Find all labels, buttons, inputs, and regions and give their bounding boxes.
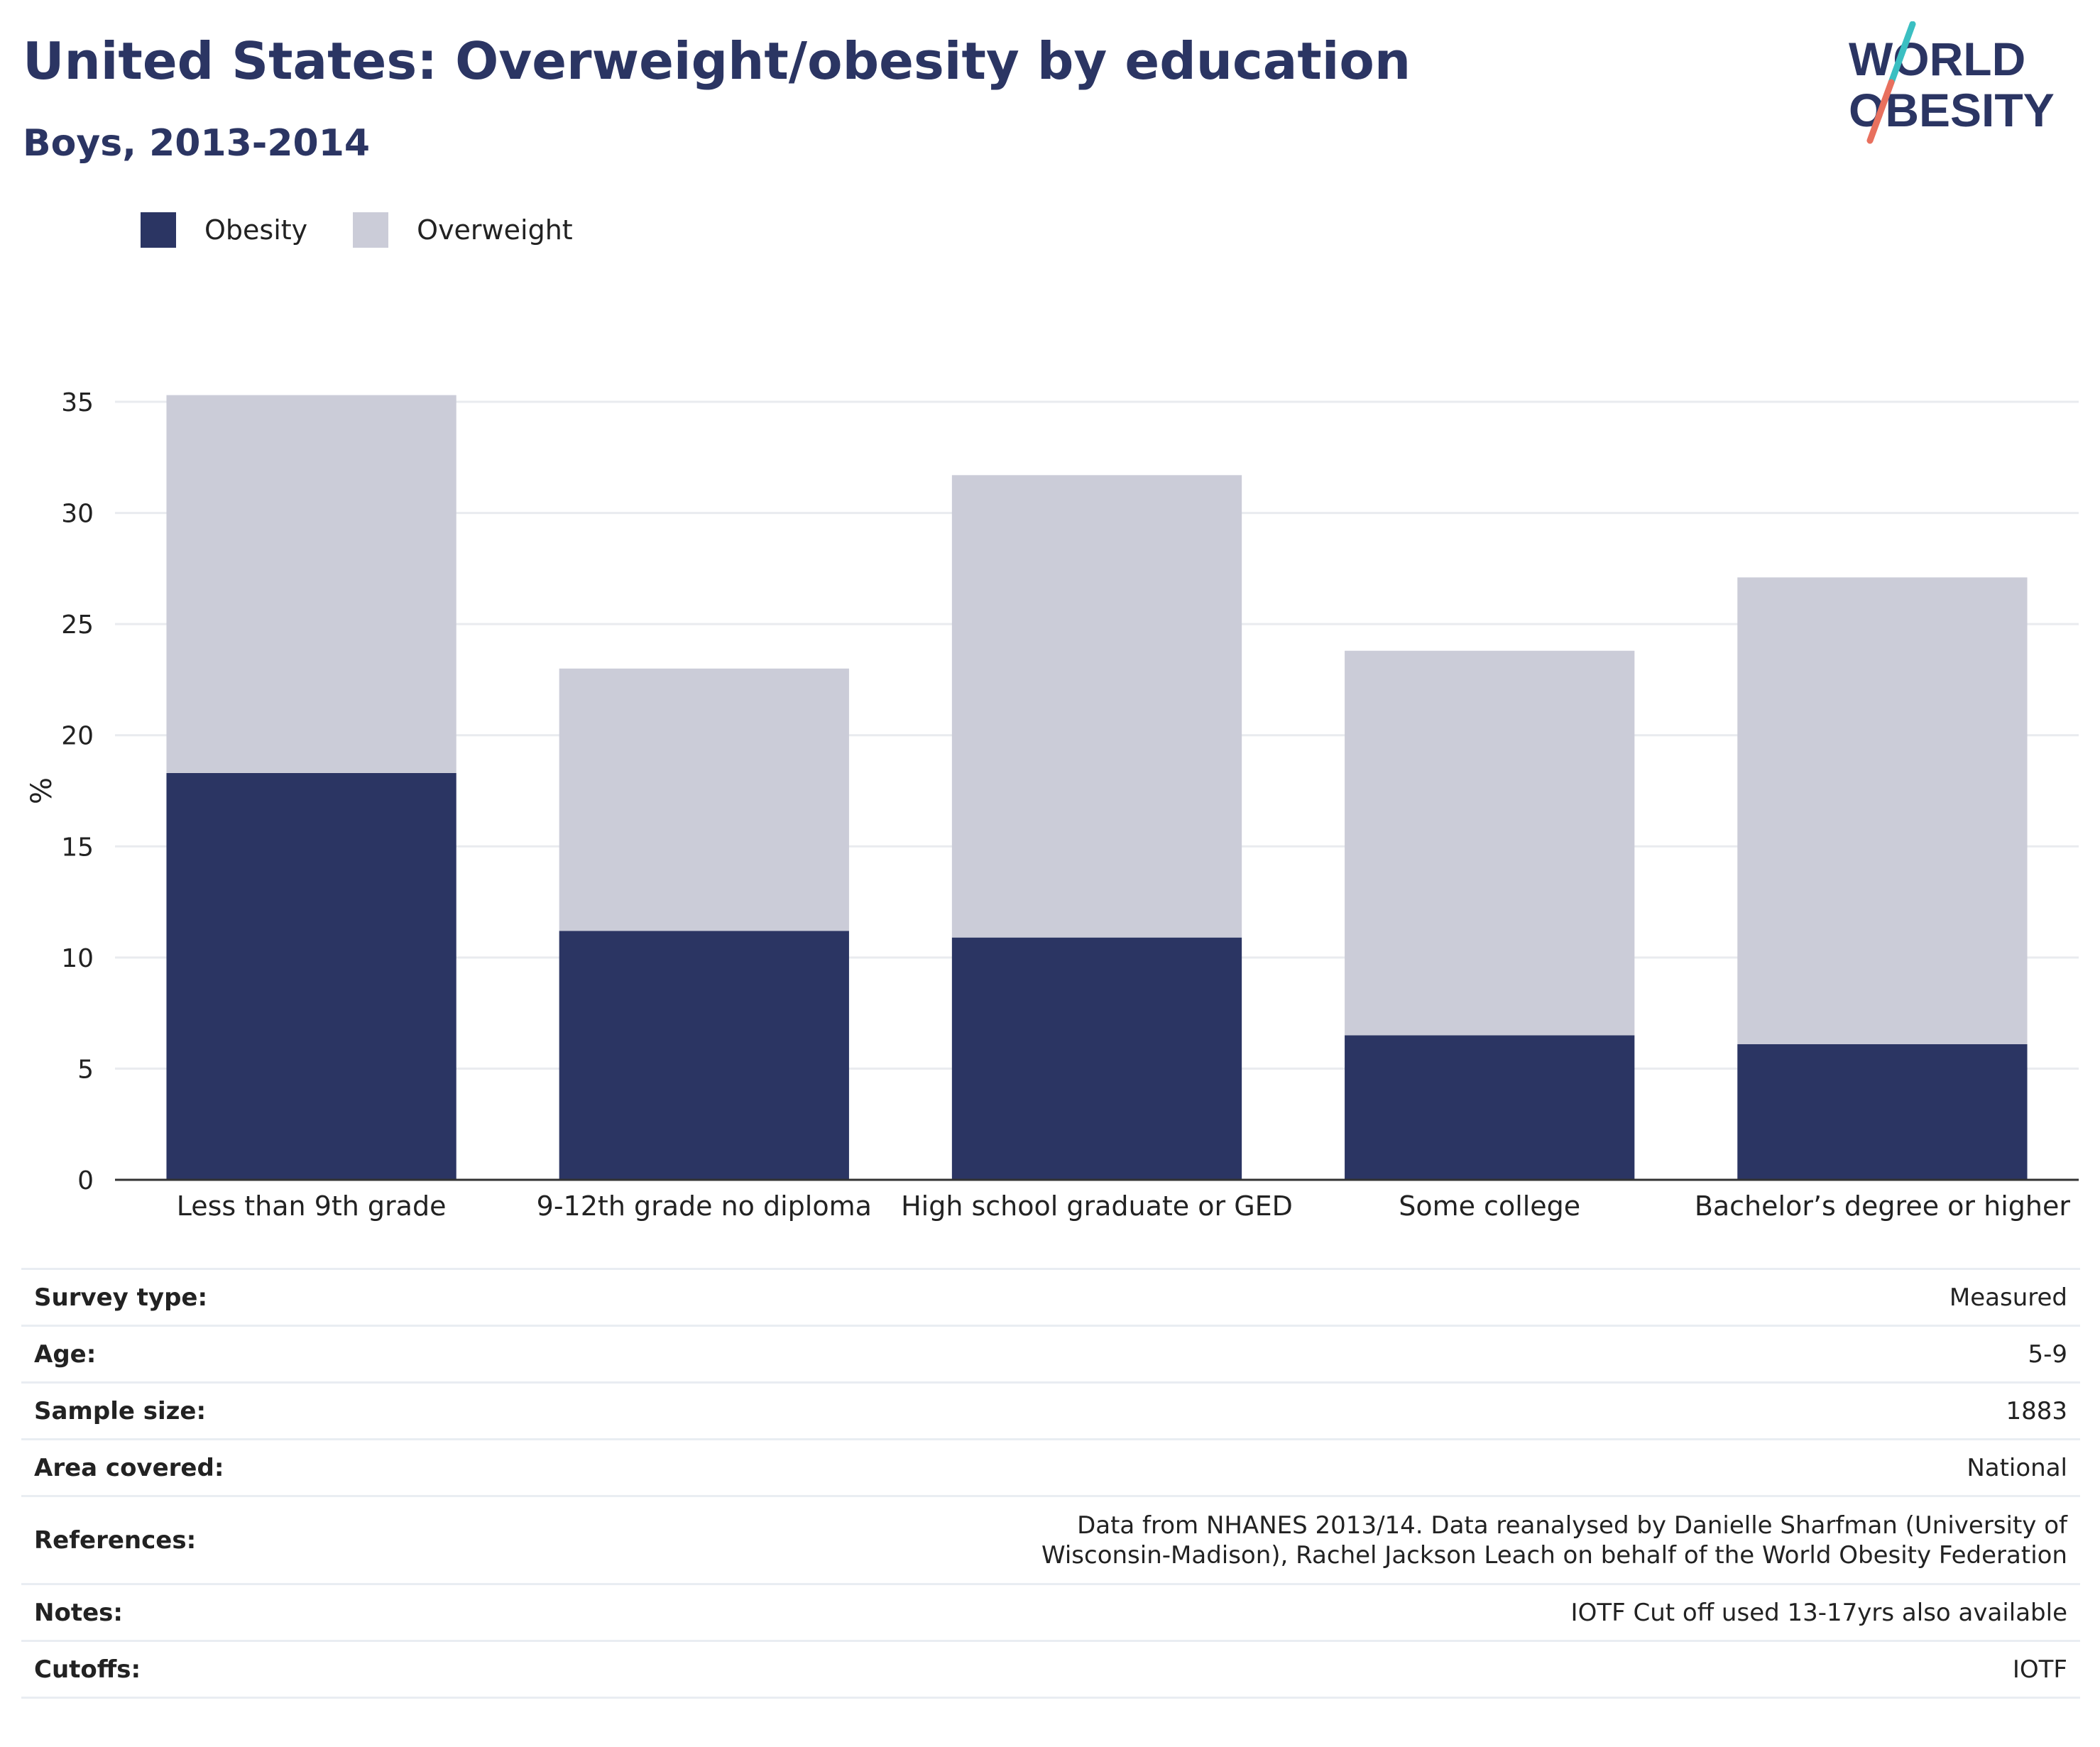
legend-swatch-overweight: [353, 212, 389, 248]
legend-item-overweight[interactable]: Overweight: [353, 212, 573, 248]
info-label: Area covered:: [21, 1438, 473, 1496]
y-tick-label: 5: [77, 1055, 94, 1084]
info-row: Age: 5-9: [21, 1325, 2080, 1383]
chart-legend: Obesity Overweight: [141, 210, 618, 250]
y-tick-label: 15: [61, 833, 94, 862]
bar-segment-overweight: [1737, 577, 2028, 1044]
legend-label-overweight: Overweight: [417, 214, 573, 246]
world-obesity-logo: WORLD OBESITY: [1849, 21, 2055, 144]
info-value: IOTF: [473, 1640, 2080, 1699]
logo-slash-bottom: [1866, 79, 1895, 144]
bar-segment-overweight: [951, 475, 1242, 938]
bar-segment-obesity: [951, 937, 1242, 1180]
survey-info-table: Survey type: Measured Age: 5-9 Sample size: 1…: [21, 1268, 2080, 1699]
info-row: References: Data from NHANES 2013/14. Dat…: [21, 1495, 2080, 1584]
info-value: 1883: [473, 1381, 2080, 1440]
logo-line-1: WORLD: [1849, 33, 2025, 85]
stacked-bar-chart: 0 5 10 15 20 25 30 35% Less than 9th grade 9-12th…: [26, 388, 2079, 1222]
info-label: Notes:: [21, 1583, 473, 1641]
x-tick-label: Bachelor’s degree or higher: [1695, 1190, 2071, 1222]
info-value: Measured: [473, 1268, 2080, 1326]
x-tick-label: Some college: [1399, 1190, 1580, 1222]
info-row: Sample size: 1883: [21, 1381, 2080, 1440]
bar-segment-obesity: [166, 772, 456, 1180]
info-label: Sample size:: [21, 1381, 473, 1440]
info-label: Age:: [21, 1325, 473, 1383]
bar-segment-overweight: [1345, 650, 1635, 1036]
info-row: Notes: IOTF Cut off used 13-17yrs also av…: [21, 1583, 2080, 1641]
x-tick-label: Less than 9th grade: [177, 1190, 447, 1222]
info-value: National: [473, 1438, 2080, 1496]
info-row: Area covered: National: [21, 1438, 2080, 1496]
y-tick-label: 10: [61, 944, 94, 973]
bar-segment-overweight: [166, 395, 456, 773]
y-tick-label: 0: [77, 1166, 94, 1195]
bar-segment-obesity: [1345, 1035, 1635, 1180]
x-tick-label: 9-12th grade no diploma: [537, 1190, 872, 1222]
bar-segment-obesity: [1737, 1044, 2028, 1180]
info-row: Survey type: Measured: [21, 1268, 2080, 1326]
info-label: References:: [21, 1495, 473, 1584]
info-value: 5-9: [473, 1325, 2080, 1383]
y-tick-label: 25: [61, 610, 94, 640]
legend-item-obesity[interactable]: Obesity: [141, 212, 307, 248]
info-label: Survey type:: [21, 1268, 473, 1326]
info-value: Data from NHANES 2013/14. Data reanalyse…: [473, 1495, 2080, 1584]
logo-slash-top: [1888, 21, 1916, 86]
x-tick-label: High school graduate or GED: [901, 1190, 1293, 1222]
legend-swatch-obesity: [141, 212, 176, 248]
legend-label-obesity: Obesity: [204, 214, 308, 246]
y-axis-title: %: [26, 777, 58, 804]
page-subtitle: Boys, 2013-2014: [23, 122, 371, 165]
info-label: Cutoffs:: [21, 1640, 473, 1699]
y-tick-label: 20: [61, 722, 94, 751]
bar-segment-overweight: [559, 668, 849, 931]
info-value: IOTF Cut off used 13-17yrs also availabl…: [473, 1583, 2080, 1641]
info-row: Cutoffs: IOTF: [21, 1640, 2080, 1699]
bar-segment-obesity: [559, 931, 849, 1180]
y-tick-label: 35: [61, 388, 94, 417]
page-title: United States: Overweight/obesity by edu…: [23, 31, 1411, 91]
y-tick-label: 30: [61, 500, 94, 529]
